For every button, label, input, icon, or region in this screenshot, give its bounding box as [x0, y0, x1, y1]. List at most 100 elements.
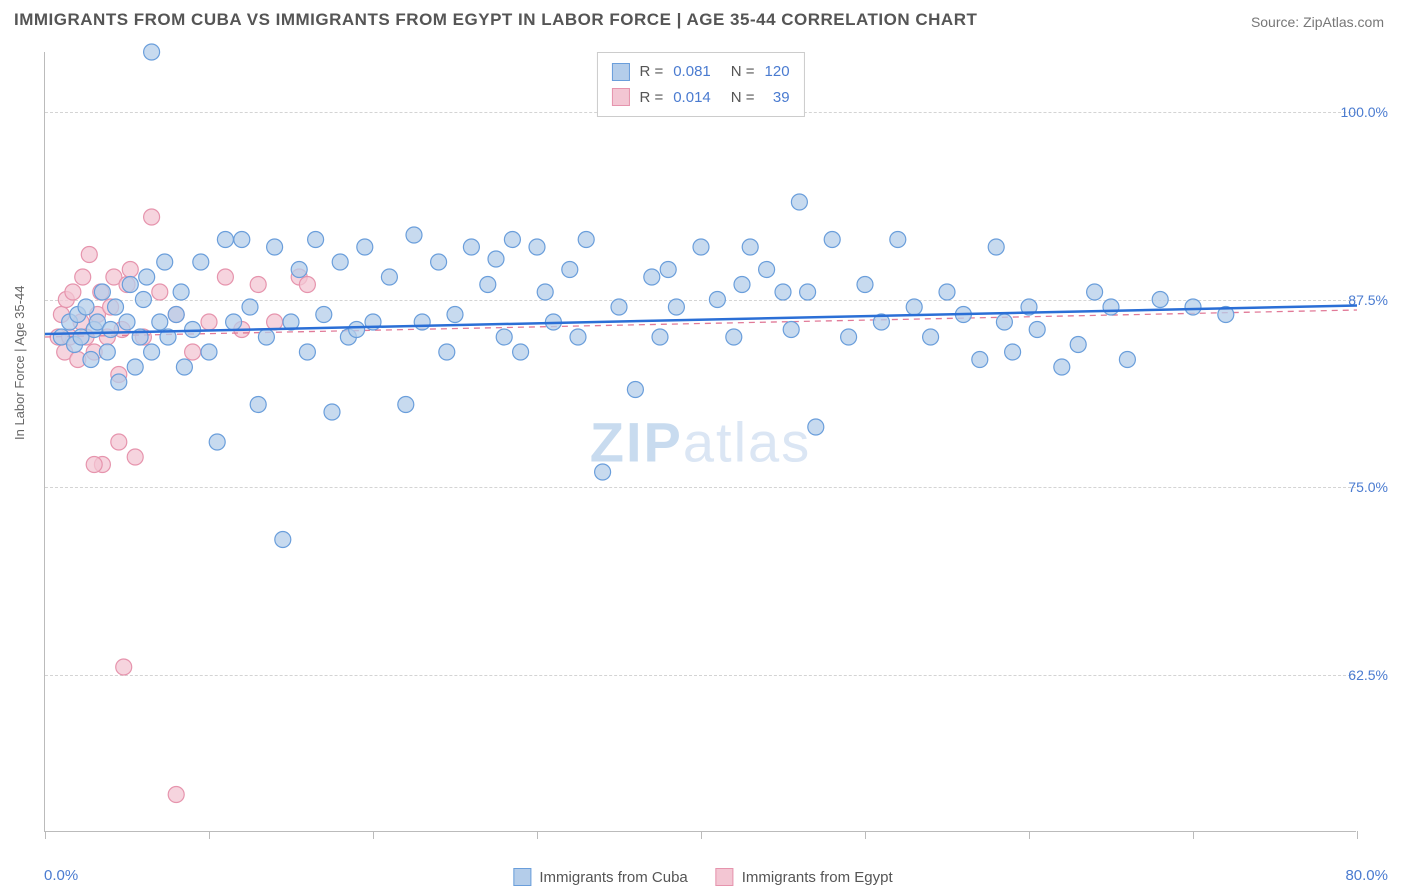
data-point: [299, 277, 315, 293]
data-point: [1103, 299, 1119, 315]
data-point: [324, 404, 340, 420]
x-tick: [1357, 831, 1358, 839]
data-point: [103, 322, 119, 338]
y-tick-label: 87.5%: [1348, 292, 1388, 308]
correlation-legend: R =0.081N =120R =0.014N = 39: [596, 52, 804, 117]
data-point: [122, 277, 138, 293]
data-point: [480, 277, 496, 293]
data-point: [800, 284, 816, 300]
data-point: [75, 269, 91, 285]
data-point: [94, 284, 110, 300]
source-citation: Source: ZipAtlas.com: [1251, 14, 1384, 30]
series-legend-item: Immigrants from Egypt: [716, 868, 893, 886]
data-point: [135, 292, 151, 308]
data-point: [824, 232, 840, 248]
series-legend-item: Immigrants from Cuba: [513, 868, 687, 886]
data-point: [332, 254, 348, 270]
data-point: [726, 329, 742, 345]
data-point: [972, 352, 988, 368]
data-point: [652, 329, 668, 345]
legend-label: Immigrants from Cuba: [539, 869, 687, 886]
data-point: [81, 247, 97, 263]
data-point: [431, 254, 447, 270]
legend-row: R =0.014N = 39: [611, 85, 789, 111]
legend-swatch: [716, 868, 734, 886]
r-value: 0.081: [673, 59, 711, 85]
legend-row: R =0.081N =120: [611, 59, 789, 85]
data-point: [578, 232, 594, 248]
data-point: [144, 344, 160, 360]
data-point: [562, 262, 578, 278]
data-point: [193, 254, 209, 270]
data-point: [537, 284, 553, 300]
data-point: [127, 449, 143, 465]
data-point: [734, 277, 750, 293]
r-value: 0.014: [673, 85, 711, 111]
data-point: [86, 457, 102, 473]
chart-title: IMMIGRANTS FROM CUBA VS IMMIGRANTS FROM …: [14, 10, 977, 30]
chart-canvas: [45, 52, 1356, 831]
data-point: [144, 209, 160, 225]
data-point: [1070, 337, 1086, 353]
data-point: [267, 314, 283, 330]
data-point: [529, 239, 545, 255]
data-point: [258, 329, 274, 345]
data-point: [906, 299, 922, 315]
data-point: [139, 269, 155, 285]
data-point: [201, 314, 217, 330]
data-point: [250, 397, 266, 413]
data-point: [627, 382, 643, 398]
data-point: [939, 284, 955, 300]
n-label: N =: [731, 85, 755, 111]
data-point: [217, 269, 233, 285]
data-point: [398, 397, 414, 413]
data-point: [250, 277, 266, 293]
data-point: [923, 329, 939, 345]
data-point: [1005, 344, 1021, 360]
data-point: [381, 269, 397, 285]
data-point: [996, 314, 1012, 330]
data-point: [570, 329, 586, 345]
data-point: [275, 532, 291, 548]
data-point: [668, 299, 684, 315]
data-point: [1087, 284, 1103, 300]
x-tick: [1193, 831, 1194, 839]
data-point: [83, 352, 99, 368]
data-point: [185, 344, 201, 360]
n-value: 39: [765, 85, 790, 111]
x-tick: [537, 831, 538, 839]
data-point: [152, 314, 168, 330]
legend-label: Immigrants from Egypt: [742, 869, 893, 886]
data-point: [201, 344, 217, 360]
plot-area: ZIPatlas R =0.081N =120R =0.014N = 39: [44, 52, 1356, 832]
data-point: [116, 659, 132, 675]
data-point: [791, 194, 807, 210]
data-point: [291, 262, 307, 278]
n-value: 120: [765, 59, 790, 85]
y-tick-label: 62.5%: [1348, 667, 1388, 683]
x-axis-start-label: 0.0%: [44, 867, 78, 884]
data-point: [357, 239, 373, 255]
data-point: [157, 254, 173, 270]
data-point: [168, 307, 184, 323]
data-point: [693, 239, 709, 255]
data-point: [176, 359, 192, 375]
data-point: [496, 329, 512, 345]
data-point: [1029, 322, 1045, 338]
data-point: [775, 284, 791, 300]
data-point: [660, 262, 676, 278]
data-point: [988, 239, 1004, 255]
n-label: N =: [731, 59, 755, 85]
data-point: [65, 284, 81, 300]
data-point: [644, 269, 660, 285]
data-point: [406, 227, 422, 243]
x-tick: [701, 831, 702, 839]
data-point: [1152, 292, 1168, 308]
data-point: [783, 322, 799, 338]
data-point: [111, 434, 127, 450]
data-point: [414, 314, 430, 330]
data-point: [1054, 359, 1070, 375]
data-point: [168, 787, 184, 803]
data-point: [759, 262, 775, 278]
data-point: [841, 329, 857, 345]
